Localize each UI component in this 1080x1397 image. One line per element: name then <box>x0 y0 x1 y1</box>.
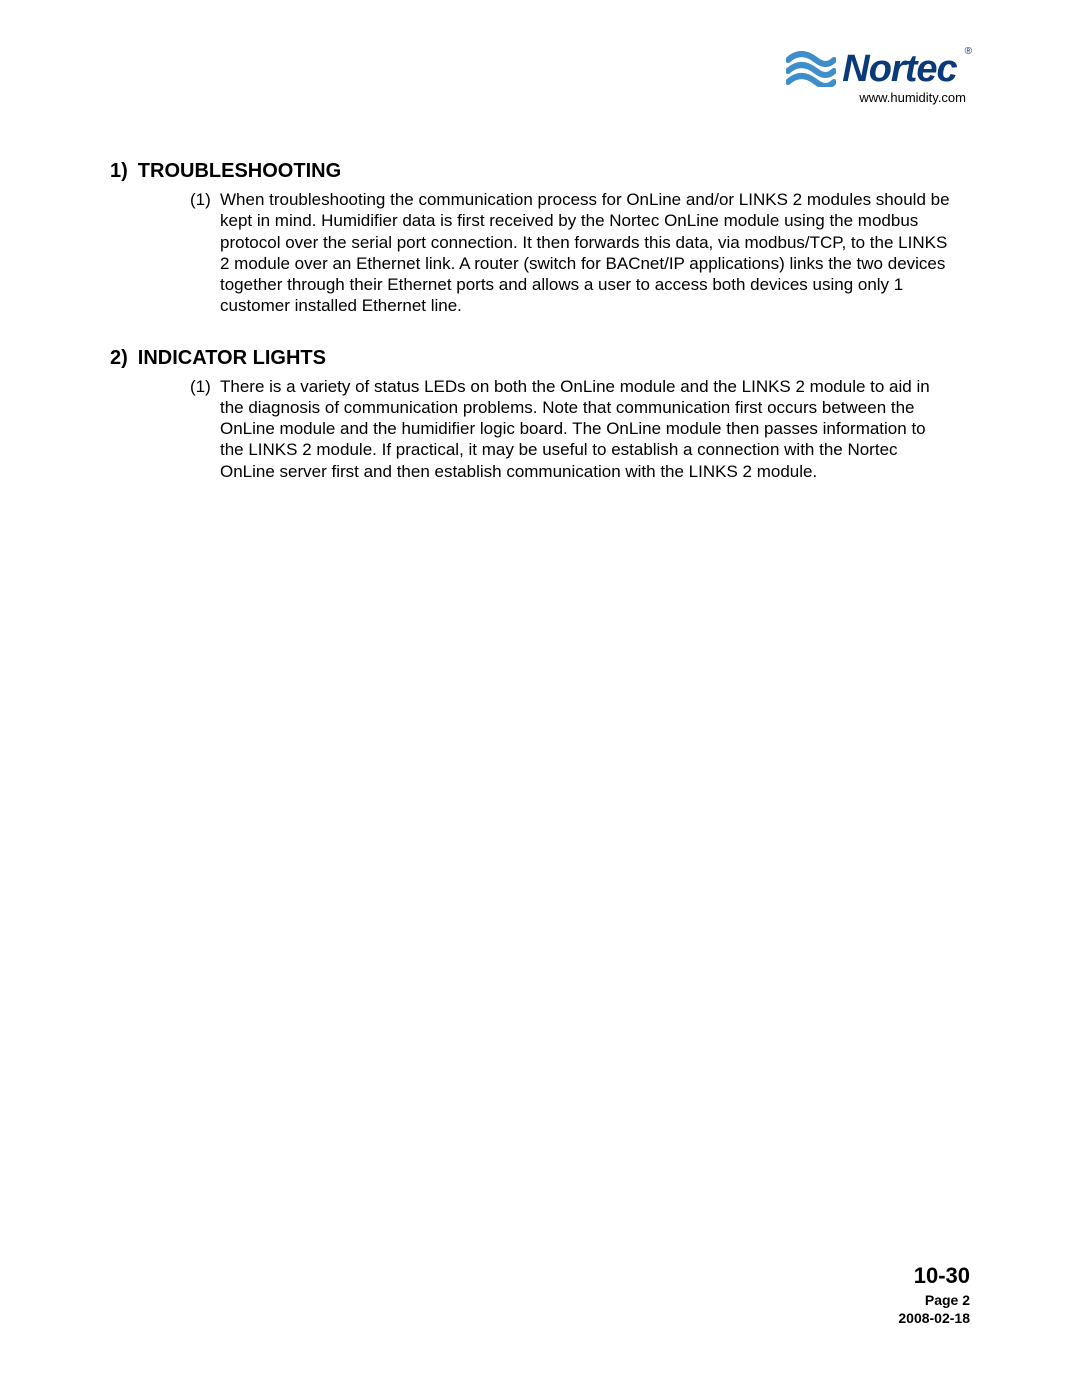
section-body: (1) There is a variety of status LEDs on… <box>190 376 950 482</box>
paragraph-text: There is a variety of status LEDs on bot… <box>220 376 950 482</box>
section-number: 2) <box>110 347 128 370</box>
paragraph-number: (1) <box>190 376 220 482</box>
paragraph: (1) There is a variety of status LEDs on… <box>190 376 950 482</box>
registered-mark: ® <box>965 46 972 57</box>
section-title: INDICATOR LIGHTS <box>138 347 326 370</box>
brand-url: www.humidity.com <box>859 90 966 105</box>
logo-row: Nortec ® <box>786 50 970 88</box>
brand-logo: Nortec ® www.humidity.com <box>760 50 970 125</box>
section-indicator-lights: 2) INDICATOR LIGHTS (1) There is a varie… <box>110 347 970 482</box>
page-footer: 10-30 Page 2 2008-02-18 <box>898 1263 970 1327</box>
brand-name: Nortec <box>842 50 956 88</box>
document-page: Nortec ® www.humidity.com 1) TROUBLESHOO… <box>0 0 1080 1397</box>
section-troubleshooting: 1) TROUBLESHOOTING (1) When troubleshoot… <box>110 160 970 317</box>
section-number: 1) <box>110 160 128 183</box>
paragraph-text: When troubleshooting the communication p… <box>220 189 950 317</box>
footer-section-number: 10-30 <box>898 1263 970 1289</box>
footer-page-number: Page 2 <box>898 1291 970 1309</box>
wave-icon <box>786 51 836 87</box>
paragraph-number: (1) <box>190 189 220 317</box>
section-heading: 1) TROUBLESHOOTING <box>110 160 970 183</box>
section-heading: 2) INDICATOR LIGHTS <box>110 347 970 370</box>
footer-date: 2008-02-18 <box>898 1309 970 1327</box>
section-title: TROUBLESHOOTING <box>138 160 341 183</box>
section-body: (1) When troubleshooting the communicati… <box>190 189 950 317</box>
content-area: 1) TROUBLESHOOTING (1) When troubleshoot… <box>110 160 970 482</box>
paragraph: (1) When troubleshooting the communicati… <box>190 189 950 317</box>
